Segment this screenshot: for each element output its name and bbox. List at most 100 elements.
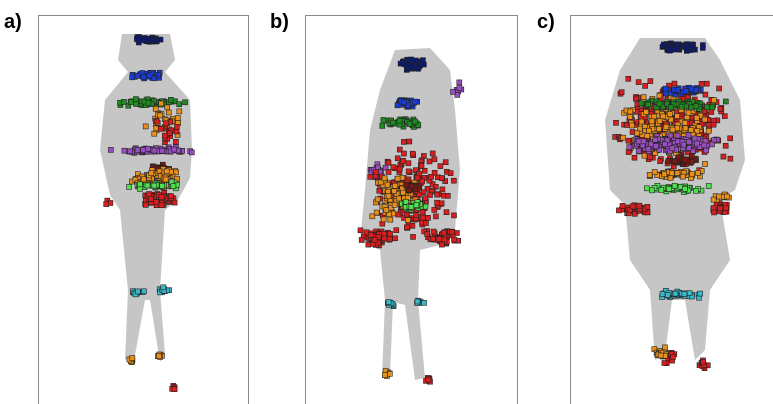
node [189,150,194,155]
node [403,199,408,204]
node [415,299,420,304]
node [393,183,398,188]
node [451,89,456,94]
node [662,172,667,177]
node [439,201,444,206]
node [723,99,728,104]
node [413,119,418,124]
node [428,193,433,198]
node [420,179,425,184]
node [386,160,391,165]
node [129,100,134,105]
node [694,104,699,109]
node [141,75,146,80]
node [433,214,438,219]
node [660,292,665,297]
node [435,192,440,197]
node [452,213,457,218]
node [159,203,164,208]
node [153,106,158,111]
node [401,158,406,163]
node [660,114,665,119]
node [712,98,717,103]
node [392,202,397,207]
panel-label: b) [270,11,289,33]
node [657,127,662,132]
node [647,128,652,133]
node [694,88,699,93]
node [158,126,163,131]
node [452,237,457,242]
node [172,200,177,205]
node [104,202,109,207]
node [684,89,689,94]
node [404,225,409,230]
node [652,114,657,119]
node [409,205,414,210]
node [629,123,634,128]
node [393,236,398,241]
node [639,119,644,124]
node [683,158,688,163]
node [721,154,726,159]
panel-label: a) [4,11,22,33]
node [426,377,431,382]
node [406,169,411,174]
node [689,128,694,133]
node [419,164,424,169]
node [183,100,188,105]
node [143,124,148,129]
node [435,200,440,205]
node [412,65,417,70]
node [166,110,171,115]
node [439,242,444,247]
node [659,187,664,192]
node [710,105,715,110]
node [384,208,389,213]
node [174,129,179,134]
node [689,159,694,164]
node [674,47,679,52]
node [392,189,397,194]
node [135,289,140,294]
node [647,155,652,160]
node [671,354,676,359]
node [686,133,691,138]
node [137,186,142,191]
node [420,215,425,220]
node [423,221,428,226]
node [670,146,675,151]
node [630,204,635,209]
node [375,197,380,202]
node [646,146,651,151]
node [444,210,449,215]
node [722,114,727,119]
node [164,121,169,126]
node [165,105,170,110]
node [644,110,649,115]
node [172,387,177,392]
node [134,37,139,42]
node [703,92,708,97]
node [684,45,689,50]
node [681,142,686,147]
node [164,169,169,174]
node [675,114,680,119]
node [437,236,442,241]
node [171,184,176,189]
node [700,45,705,50]
node [663,91,668,96]
node [401,100,406,105]
node [133,97,138,102]
node [358,228,363,233]
node [152,38,157,43]
node [158,113,163,118]
node [160,183,165,188]
node [359,238,364,243]
node [372,237,377,242]
node [653,144,658,149]
node [675,88,680,93]
node [628,109,633,114]
node [430,151,435,156]
node [396,196,401,201]
